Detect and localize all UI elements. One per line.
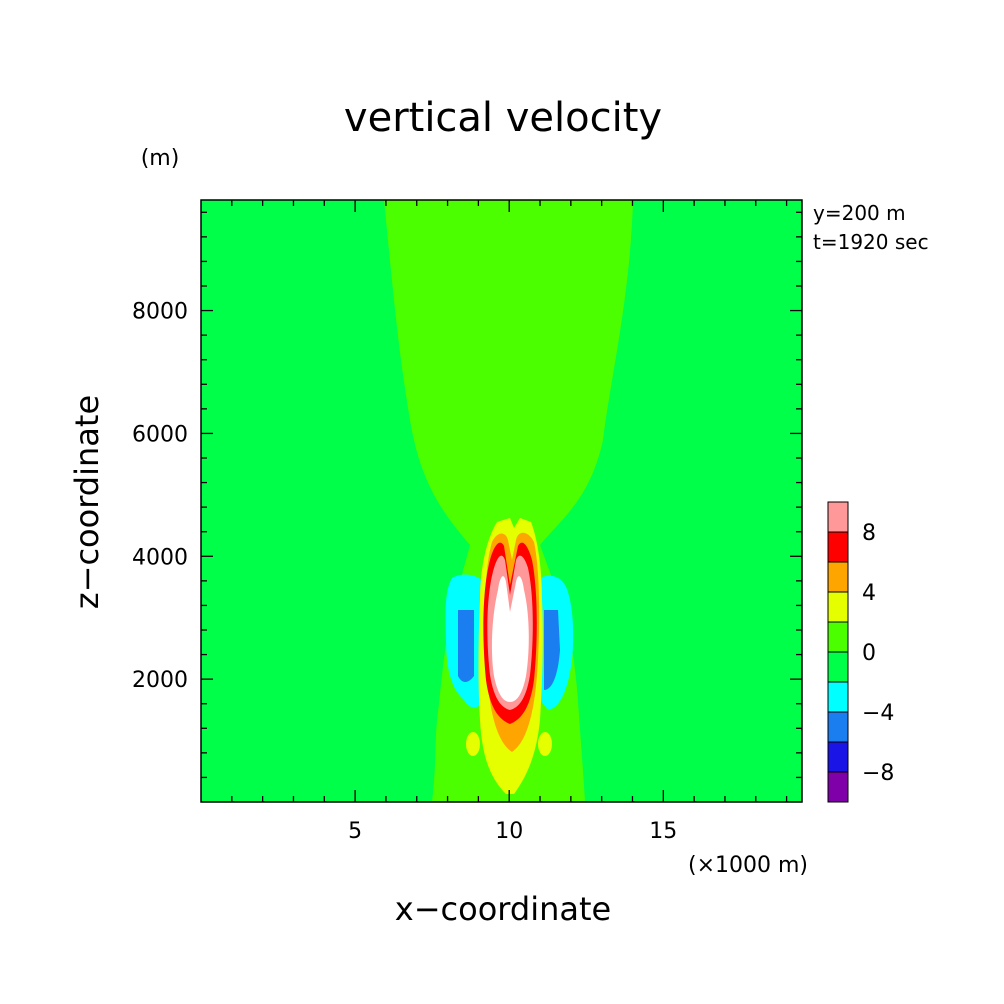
contour-field xyxy=(201,200,802,802)
low-yellow-left xyxy=(466,732,480,756)
annotation-y: y=200 m xyxy=(813,201,906,225)
x-tick-label: 5 xyxy=(348,819,362,844)
left-downdraft-inner xyxy=(458,610,474,682)
colorbar-label: 8 xyxy=(862,521,876,546)
colorbar-label: 4 xyxy=(862,581,876,606)
colorbar-swatch xyxy=(827,681,849,713)
axes: 5 10 15 2000 4000 6000 8000 xyxy=(132,200,802,844)
y-tick-label: 2000 xyxy=(132,668,188,693)
y-tick-label: 4000 xyxy=(132,545,188,570)
colorbar-swatch xyxy=(827,621,849,653)
annotation-t: t=1920 sec xyxy=(813,230,929,254)
colorbar-label: −8 xyxy=(862,761,894,786)
chart-title: vertical velocity xyxy=(344,95,662,141)
x-tick-label: 10 xyxy=(495,819,523,844)
colorbar-swatch xyxy=(827,771,849,803)
x-tick-label: 15 xyxy=(649,819,677,844)
colorbar-swatch xyxy=(827,711,849,743)
colorbar-swatch xyxy=(827,741,849,773)
colorbar-swatch xyxy=(827,531,849,563)
colorbar-swatch xyxy=(827,501,849,533)
colorbar-label: 0 xyxy=(862,641,876,666)
low-yellow-right xyxy=(538,732,552,756)
colorbar-swatch xyxy=(827,591,849,623)
y-tick-label: 8000 xyxy=(132,300,188,325)
y-axis-label: z−coordinate xyxy=(68,395,106,609)
plot-frame xyxy=(200,199,803,803)
updraft-core xyxy=(491,576,529,702)
colorbar: 8 4 0 −4 −8 xyxy=(827,501,894,803)
colorbar-swatch xyxy=(827,651,849,683)
x-axis-label: x−coordinate xyxy=(395,890,611,928)
colorbar-swatch xyxy=(827,561,849,593)
y-unit-label: (m) xyxy=(141,146,180,171)
colorbar-label: −4 xyxy=(862,701,894,726)
x-unit-label: (×1000 m) xyxy=(688,853,808,878)
right-downdraft-inner xyxy=(544,610,560,690)
y-tick-label: 6000 xyxy=(132,422,188,447)
